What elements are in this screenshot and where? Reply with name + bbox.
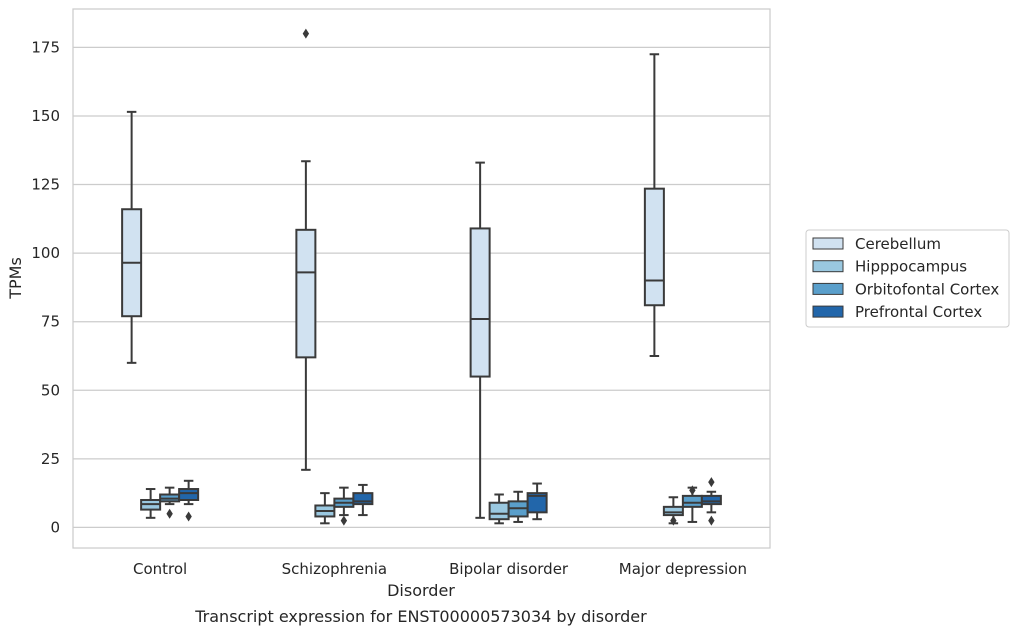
y-tick-label: 0 — [50, 518, 60, 536]
box-prefrontal-cortex — [700, 477, 722, 526]
box-iqr — [643, 187, 665, 307]
box-orbitofontal-cortex — [333, 486, 355, 526]
outlier-point — [670, 515, 677, 526]
legend-label: Hipppocampus — [855, 258, 967, 276]
outlier-point — [340, 515, 348, 526]
legend: Cerebellum Hipppocampus Orbitofontal Corte… — [805, 229, 1010, 328]
box-cerebellum — [295, 28, 317, 471]
y-tick-label: 100 — [31, 244, 60, 262]
outlier-point — [689, 485, 696, 496]
chart-caption: Transcript expression for ENST0000057303… — [194, 607, 647, 626]
y-tick-label: 175 — [31, 38, 60, 56]
y-tick-label: 25 — [41, 450, 60, 468]
box-iqr — [700, 494, 722, 506]
legend-frame — [805, 229, 1010, 328]
box-iqr — [352, 492, 374, 506]
y-axis-ticks: 0 25 50 75 100 125 150 175 — [31, 38, 60, 536]
box-cerebellum — [121, 110, 143, 364]
box-iqr — [488, 501, 510, 521]
outlier-point — [708, 515, 715, 526]
box-hipppocampus — [314, 492, 336, 525]
plot-area — [72, 8, 771, 549]
box-cerebellum — [469, 161, 491, 519]
box-groups — [121, 28, 722, 526]
outlier-point — [302, 28, 310, 39]
legend-label: Prefrontal Cortex — [855, 303, 982, 321]
box-iqr — [178, 488, 200, 501]
x-tick-label: Major depression — [619, 560, 747, 578]
x-tick-label: Bipolar disorder — [449, 560, 569, 578]
y-tick-label: 75 — [41, 313, 60, 331]
box-orbitofontal-cortex — [159, 486, 181, 519]
box-hipppocampus — [488, 493, 510, 525]
legend-label: Cerebellum — [855, 235, 941, 253]
box-iqr — [662, 505, 684, 517]
legend-swatch — [812, 305, 844, 318]
x-axis-title: Disorder — [387, 581, 455, 600]
outlier-point — [185, 511, 192, 522]
box-iqr — [681, 494, 703, 508]
legend-label: Orbitofontal Cortex — [855, 280, 999, 298]
legend-swatch — [812, 260, 844, 273]
box-hipppocampus — [662, 496, 684, 526]
box-prefrontal-cortex — [352, 483, 374, 517]
gridlines — [73, 46, 770, 529]
box-iqr — [295, 228, 317, 359]
box-hipppocampus — [140, 488, 162, 519]
y-tick-label: 50 — [41, 381, 60, 399]
y-axis-title: TPMs — [6, 257, 25, 300]
outlier-point — [166, 508, 173, 519]
legend-swatch — [812, 237, 844, 250]
box-prefrontal-cortex — [526, 482, 548, 521]
box-cerebellum — [643, 53, 665, 357]
x-axis-ticks: Control Schizophrenia Bipolar disorder Majo… — [133, 560, 747, 578]
x-tick-label: Schizophrenia — [282, 560, 387, 578]
y-tick-label: 150 — [31, 107, 60, 125]
legend-swatch — [812, 282, 844, 295]
x-tick-label: Control — [133, 560, 187, 578]
box-prefrontal-cortex — [178, 479, 200, 522]
outlier-point — [708, 477, 715, 488]
box-orbitofontal-cortex — [507, 490, 529, 523]
box-orbitofontal-cortex — [681, 485, 703, 523]
box-iqr — [526, 492, 548, 514]
y-tick-label: 125 — [31, 176, 60, 194]
box-iqr — [469, 227, 491, 378]
